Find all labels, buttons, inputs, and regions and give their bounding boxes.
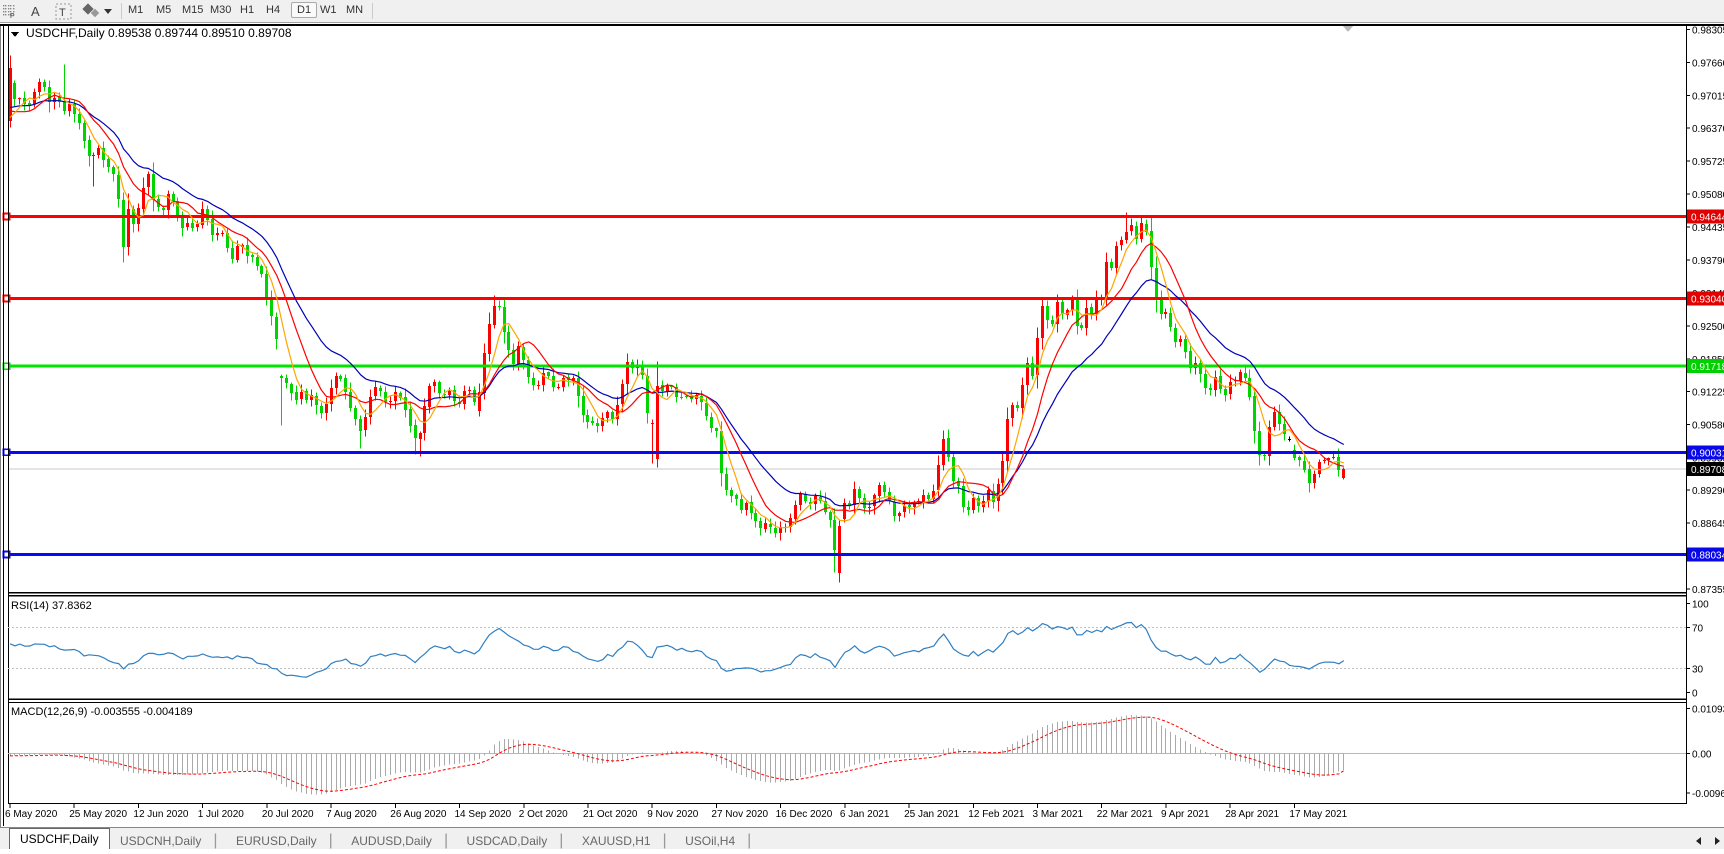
svg-text:6 May 2020: 6 May 2020 (5, 809, 58, 820)
svg-text:2 Oct 2020: 2 Oct 2020 (519, 809, 568, 820)
svg-text:1 Jul 2020: 1 Jul 2020 (198, 809, 245, 820)
svg-text:F: F (10, 13, 14, 20)
svg-text:9 Nov 2020: 9 Nov 2020 (647, 809, 699, 820)
svg-text:A: A (31, 4, 40, 19)
svg-text:25 May 2020: 25 May 2020 (69, 809, 127, 820)
svg-text:0.01093: 0.01093 (1692, 705, 1724, 716)
svg-text:0.94435: 0.94435 (1692, 223, 1724, 234)
svg-text:100: 100 (1692, 600, 1709, 611)
svg-text:12 Jun 2020: 12 Jun 2020 (133, 809, 188, 820)
svg-text:0.91718: 0.91718 (1691, 362, 1724, 373)
svg-text:T: T (59, 7, 66, 19)
svg-text:0.89708: 0.89708 (1691, 465, 1724, 476)
svg-text:30: 30 (1692, 664, 1704, 675)
svg-text:0.91225: 0.91225 (1692, 387, 1724, 398)
svg-text:20 Jul 2020: 20 Jul 2020 (262, 809, 314, 820)
svg-text:0: 0 (1692, 688, 1698, 699)
svg-text:16 Dec 2020: 16 Dec 2020 (776, 809, 833, 820)
svg-text:0.87355: 0.87355 (1692, 585, 1724, 596)
svg-text:-0.00965: -0.00965 (1692, 789, 1724, 800)
svg-text:12 Feb 2021: 12 Feb 2021 (968, 809, 1025, 820)
svg-text:25 Jan 2021: 25 Jan 2021 (904, 809, 959, 820)
svg-text:7 Aug 2020: 7 Aug 2020 (326, 809, 377, 820)
svg-text:RSI(14) 37.8362: RSI(14) 37.8362 (11, 600, 92, 612)
svg-text:14 Sep 2020: 14 Sep 2020 (455, 809, 512, 820)
svg-text:0.00: 0.00 (1692, 750, 1712, 761)
svg-text:0.93040: 0.93040 (1691, 295, 1724, 306)
svg-text:USDCHF,Daily 0.89538 0.89744: USDCHF,Daily 0.89538 0.89744 0.89510 0.8… (26, 26, 292, 40)
svg-text:0.95725: 0.95725 (1692, 157, 1724, 168)
svg-text:70: 70 (1692, 624, 1704, 635)
svg-text:17 May 2021: 17 May 2021 (1289, 809, 1347, 820)
svg-text:26 Aug 2020: 26 Aug 2020 (390, 809, 447, 820)
svg-text:3 Mar 2021: 3 Mar 2021 (1033, 809, 1084, 820)
svg-text:22 Mar 2021: 22 Mar 2021 (1097, 809, 1154, 820)
svg-text:21 Oct 2020: 21 Oct 2020 (583, 809, 638, 820)
svg-text:0.88645: 0.88645 (1692, 519, 1724, 530)
svg-text:0.88034: 0.88034 (1691, 551, 1724, 562)
svg-text:0.90031: 0.90031 (1691, 448, 1724, 459)
svg-text:MACD(12,26,9) -0.003555 -0.004: MACD(12,26,9) -0.003555 -0.004189 (11, 706, 193, 718)
svg-text:0.98305: 0.98305 (1692, 25, 1724, 36)
svg-text:9 Apr 2021: 9 Apr 2021 (1161, 809, 1210, 820)
svg-text:0.94644: 0.94644 (1691, 213, 1724, 224)
svg-text:6 Jan 2021: 6 Jan 2021 (840, 809, 890, 820)
svg-text:0.97015: 0.97015 (1692, 91, 1724, 102)
svg-text:27 Nov 2020: 27 Nov 2020 (711, 809, 768, 820)
svg-text:28 Apr 2021: 28 Apr 2021 (1225, 809, 1279, 820)
